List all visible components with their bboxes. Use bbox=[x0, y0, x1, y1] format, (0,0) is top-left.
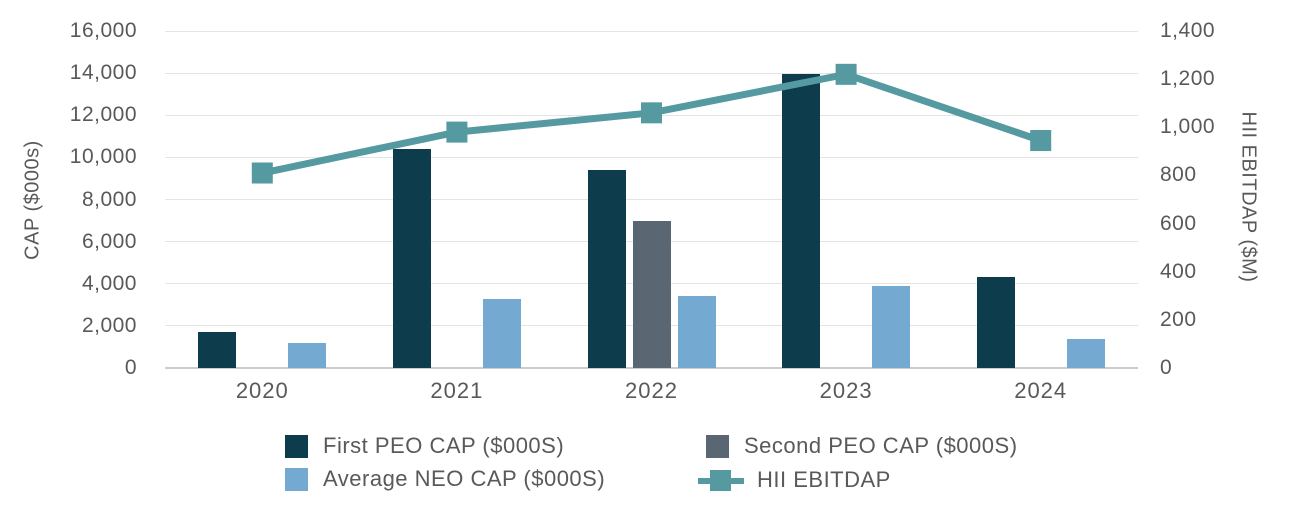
y-axis-tick-right: 600 bbox=[1160, 211, 1197, 235]
legend-square-marker-icon bbox=[710, 469, 731, 491]
gridline bbox=[165, 156, 1138, 158]
bar-average-neo-cap-000s-2024 bbox=[1066, 338, 1105, 368]
bar-average-neo-cap-000s-2022 bbox=[677, 296, 716, 368]
x-axis-label-2023: 2023 bbox=[819, 378, 873, 403]
line-layer bbox=[251, 63, 1052, 184]
bar-first-peo-cap-000s-2021 bbox=[392, 148, 431, 368]
hii-ebitdap-marker-2021 bbox=[446, 121, 468, 143]
y-axis-tick-left: 10,000 bbox=[69, 145, 137, 169]
legend-item-hii-ebitdap: HII EBITDAP bbox=[698, 467, 891, 493]
bar-first-peo-cap-000s-2020 bbox=[198, 332, 237, 368]
legend-label-second-peo-cap: Second PEO CAP ($000S) bbox=[744, 433, 1018, 458]
y-axis-tick-right: 400 bbox=[1160, 259, 1197, 283]
y-axis-tick-right: 0 bbox=[1160, 356, 1173, 379]
y-axis-tick-left: 14,000 bbox=[69, 61, 137, 85]
y-axis-tick-left: 8,000 bbox=[81, 187, 137, 211]
y-axis-tick-left: 0 bbox=[124, 356, 137, 379]
hii-ebitdap-marker-2022 bbox=[641, 102, 662, 124]
y-axis-tick-right: 1,400 bbox=[1160, 19, 1216, 42]
y-axis-tick-left: 2,000 bbox=[81, 313, 137, 337]
x-axis-label-2020: 2020 bbox=[235, 378, 289, 403]
y-axis-tick-right: 200 bbox=[1160, 307, 1197, 331]
bar-average-neo-cap-000s-2021 bbox=[482, 298, 521, 368]
bar-second-peo-cap-000s-2022 bbox=[632, 220, 671, 368]
gridline bbox=[165, 72, 1138, 74]
legend-swatch-first-peo-cap bbox=[285, 434, 308, 458]
bar-first-peo-cap-000s-2023 bbox=[782, 74, 821, 368]
y-axis-tick-right: 1,000 bbox=[1160, 115, 1216, 139]
hii-ebitdap-marker-2023 bbox=[835, 63, 857, 85]
y-axis-tick-left: 6,000 bbox=[81, 229, 137, 253]
right-axis-title: HII EBITDAP ($M) bbox=[1237, 111, 1260, 283]
legend-label-average-neo-cap: Average NEO CAP ($000S) bbox=[323, 466, 606, 491]
x-axis-label-2024: 2024 bbox=[1014, 378, 1068, 403]
legend-item-average-neo-cap: Average NEO CAP ($000S) bbox=[285, 466, 605, 492]
legend-item-second-peo-cap: Second PEO CAP ($000S) bbox=[706, 433, 1018, 459]
legend-item-first-peo-cap: First PEO CAP ($000S) bbox=[285, 433, 564, 459]
y-axis-tick-left: 4,000 bbox=[81, 271, 137, 295]
y-axis-tick-right: 800 bbox=[1160, 163, 1197, 187]
hii-ebitdap-marker-2024 bbox=[1030, 130, 1052, 152]
gridline bbox=[165, 30, 1138, 32]
gridline bbox=[165, 199, 1138, 200]
bar-average-neo-cap-000s-2020 bbox=[288, 342, 327, 368]
legend-label-first-peo-cap: First PEO CAP ($000S) bbox=[323, 433, 565, 458]
bar-average-neo-cap-000s-2023 bbox=[872, 285, 911, 368]
bar-first-peo-cap-000s-2024 bbox=[976, 277, 1015, 368]
x-axis-line bbox=[165, 367, 1138, 369]
plot-area bbox=[165, 30, 1138, 369]
legend-label-hii-ebitdap: HII EBITDAP bbox=[757, 467, 891, 492]
legend-line-marker-hii-ebitdap bbox=[698, 469, 744, 492]
bar-first-peo-cap-000s-2022 bbox=[587, 170, 626, 368]
x-axis-label-2022: 2022 bbox=[625, 378, 678, 403]
legend-swatch-average-neo-cap bbox=[285, 467, 308, 491]
hii-ebitdap-marker-2020 bbox=[251, 162, 273, 184]
y-axis-tick-right: 1,200 bbox=[1160, 67, 1216, 91]
y-axis-tick-left: 16,000 bbox=[69, 19, 137, 42]
x-axis-label-2021: 2021 bbox=[430, 378, 484, 403]
y-axis-tick-left: 12,000 bbox=[69, 103, 137, 127]
legend-swatch-second-peo-cap bbox=[706, 434, 729, 458]
hii-ebitdap-line bbox=[261, 70, 1042, 177]
